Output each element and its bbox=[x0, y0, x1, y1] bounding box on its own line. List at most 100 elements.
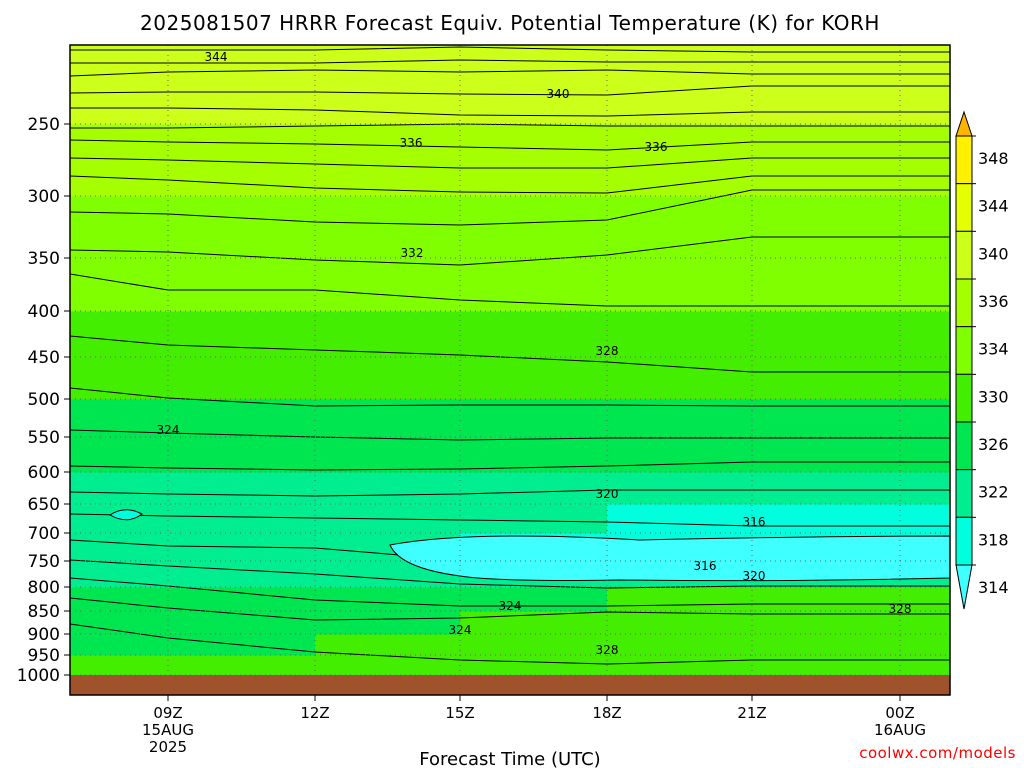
small-contour bbox=[109, 509, 143, 521]
theta-cell bbox=[70, 611, 169, 635]
x-tick-label: 09Z bbox=[153, 704, 182, 722]
theta-cell bbox=[315, 472, 461, 505]
theta-cell bbox=[607, 437, 753, 473]
theta-cell bbox=[168, 504, 316, 534]
y-tick-label: 550 bbox=[28, 428, 60, 448]
theta-cell bbox=[752, 437, 950, 473]
colorbar-label: 314 bbox=[978, 578, 1009, 597]
theta-cell bbox=[168, 357, 316, 400]
theta-cell bbox=[168, 437, 316, 473]
colorbar-min-arrow bbox=[955, 564, 973, 610]
y-tick-label: 800 bbox=[28, 578, 60, 598]
grid-lines bbox=[70, 45, 950, 676]
y-tick-label: 850 bbox=[28, 602, 60, 622]
theta-cell bbox=[460, 504, 608, 534]
colorbar-segment bbox=[955, 373, 973, 423]
chart-title: 2025081507 HRRR Forecast Equiv. Potentia… bbox=[140, 11, 880, 35]
colorbar-segment bbox=[955, 421, 973, 471]
theta-cell bbox=[607, 311, 753, 358]
theta-cell bbox=[315, 124, 461, 197]
theta-cell bbox=[168, 655, 316, 675]
theta-cell bbox=[70, 196, 169, 259]
colorbar: 348 344 340 336 334 330 326 322 318 314 bbox=[955, 110, 1009, 610]
y-tick-label: 900 bbox=[28, 625, 60, 645]
contour-label: 316 bbox=[694, 559, 717, 573]
theta-cell bbox=[607, 45, 753, 125]
theta-cell bbox=[70, 124, 169, 197]
contour-label: 332 bbox=[401, 246, 424, 260]
theta-cell bbox=[315, 357, 461, 400]
theta-cell bbox=[460, 587, 608, 612]
theta-cell bbox=[607, 611, 753, 635]
minimum-region bbox=[389, 535, 950, 582]
x-tick-label: 15Z bbox=[445, 704, 474, 722]
y-tick-label: 1000 bbox=[17, 666, 60, 686]
theta-cell bbox=[70, 655, 169, 675]
theta-cell bbox=[607, 655, 753, 675]
y-axis: 250 300 350 400 450 500 550 600 650 700 750 800 850 9… bbox=[17, 115, 70, 686]
contour-label: 324 bbox=[449, 623, 472, 637]
theta-cell bbox=[607, 587, 753, 612]
theta-cell bbox=[460, 311, 608, 358]
theta-cell bbox=[70, 357, 169, 400]
x-tick-label: 21Z bbox=[737, 704, 766, 722]
theta-cell bbox=[460, 124, 608, 197]
colorbar-label: 330 bbox=[978, 387, 1009, 406]
theta-cell bbox=[315, 196, 461, 259]
theta-cell bbox=[168, 611, 316, 635]
y-tick-label: 600 bbox=[28, 463, 60, 483]
y-tick-label: 500 bbox=[28, 390, 60, 410]
colorbar-segment bbox=[955, 135, 973, 185]
colorbar-segment bbox=[955, 183, 973, 232]
x-axis-label: Forecast Time (UTC) bbox=[419, 749, 600, 768]
colorbar-label: 322 bbox=[978, 483, 1009, 502]
contour-line bbox=[70, 139, 950, 151]
theta-cell bbox=[70, 311, 169, 358]
credit-text: coolwx.com/models bbox=[859, 744, 1016, 762]
theta-cell bbox=[168, 258, 316, 312]
colorbar-segment bbox=[955, 230, 973, 280]
theta-cell bbox=[607, 124, 753, 197]
theta-cell bbox=[315, 587, 461, 612]
contour-label: 320 bbox=[743, 569, 766, 583]
theta-cell bbox=[752, 611, 950, 635]
colorbar-segment bbox=[955, 278, 973, 328]
contour-label: 340 bbox=[547, 87, 570, 101]
theta-cell bbox=[752, 124, 950, 197]
theta-cell bbox=[315, 311, 461, 358]
contour-label: 316 bbox=[743, 515, 766, 529]
theta-cell bbox=[752, 634, 950, 656]
theta-cell bbox=[168, 399, 316, 438]
theta-cell bbox=[168, 561, 316, 588]
colorbar-label: 336 bbox=[978, 292, 1009, 311]
contour-label: 328 bbox=[596, 344, 619, 358]
contour-label: 336 bbox=[400, 136, 423, 150]
colorbar-segment bbox=[955, 326, 973, 375]
x-tick-label: 15AUG bbox=[142, 721, 194, 739]
theta-cell bbox=[168, 196, 316, 259]
theta-cell bbox=[460, 655, 608, 675]
theta-cell bbox=[70, 533, 169, 562]
theta-cell bbox=[607, 504, 753, 534]
y-tick-label: 650 bbox=[28, 495, 60, 515]
ground-band bbox=[70, 675, 950, 695]
contour-line bbox=[70, 69, 950, 77]
x-tick-label: 00Z bbox=[885, 704, 914, 722]
y-tick-label: 300 bbox=[28, 187, 60, 207]
colorbar-max-arrow bbox=[955, 110, 973, 137]
contour-line bbox=[70, 597, 950, 621]
contour-label: 324 bbox=[157, 423, 180, 437]
contour-label: 320 bbox=[596, 487, 619, 501]
y-tick-label: 750 bbox=[28, 552, 60, 572]
theta-cell bbox=[607, 258, 753, 312]
theta-cell bbox=[70, 472, 169, 505]
plot-area bbox=[70, 45, 950, 675]
theta-cell bbox=[315, 634, 461, 656]
theta-cell bbox=[460, 196, 608, 259]
theta-cell bbox=[752, 196, 950, 259]
theta-cell bbox=[168, 45, 316, 125]
theta-cell bbox=[460, 357, 608, 400]
y-tick-label: 250 bbox=[28, 115, 60, 135]
theta-cell bbox=[607, 634, 753, 656]
